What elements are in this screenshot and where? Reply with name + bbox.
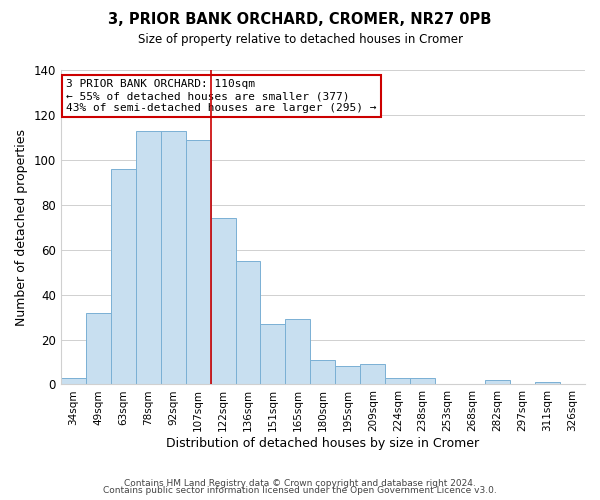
Bar xyxy=(211,218,236,384)
Text: Contains public sector information licensed under the Open Government Licence v3: Contains public sector information licen… xyxy=(103,486,497,495)
Bar xyxy=(61,378,86,384)
Text: Contains HM Land Registry data © Crown copyright and database right 2024.: Contains HM Land Registry data © Crown c… xyxy=(124,478,476,488)
Text: Size of property relative to detached houses in Cromer: Size of property relative to detached ho… xyxy=(137,32,463,46)
Bar xyxy=(361,364,385,384)
Y-axis label: Number of detached properties: Number of detached properties xyxy=(15,128,28,326)
Bar xyxy=(236,261,260,384)
Bar xyxy=(485,380,510,384)
Bar xyxy=(111,169,136,384)
Text: 3, PRIOR BANK ORCHARD, CROMER, NR27 0PB: 3, PRIOR BANK ORCHARD, CROMER, NR27 0PB xyxy=(109,12,491,28)
Bar xyxy=(286,320,310,384)
Bar xyxy=(385,378,410,384)
Bar xyxy=(136,130,161,384)
Bar xyxy=(185,140,211,384)
Bar xyxy=(310,360,335,384)
Bar xyxy=(335,366,361,384)
X-axis label: Distribution of detached houses by size in Cromer: Distribution of detached houses by size … xyxy=(166,437,479,450)
Bar xyxy=(260,324,286,384)
Text: 3 PRIOR BANK ORCHARD: 110sqm
← 55% of detached houses are smaller (377)
43% of s: 3 PRIOR BANK ORCHARD: 110sqm ← 55% of de… xyxy=(66,80,377,112)
Bar xyxy=(161,130,185,384)
Bar xyxy=(410,378,435,384)
Bar xyxy=(86,312,111,384)
Bar xyxy=(535,382,560,384)
